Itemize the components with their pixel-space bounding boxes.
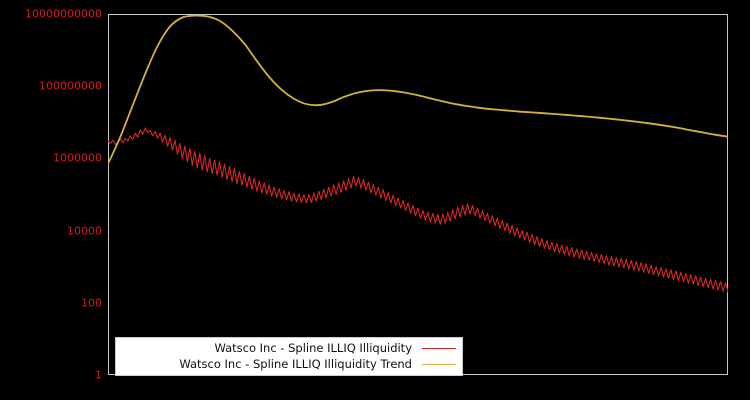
series-line	[108, 14, 728, 165]
y-axis-tick-label: 100	[81, 296, 102, 310]
legend-color-swatch	[422, 347, 456, 349]
legend-label: Watsco Inc - Spline ILLIQ Illiquidity Tr…	[179, 357, 412, 371]
series-layer	[108, 14, 728, 293]
y-axis-tick-label: 100000000	[39, 79, 102, 93]
legend-color-swatch	[422, 363, 456, 365]
legend-entry[interactable]: Watsco Inc - Spline ILLIQ Illiquidity Tr…	[122, 356, 456, 372]
y-axis-tick-label: 10000	[67, 224, 102, 238]
y-axis-tick-label: 1	[95, 368, 102, 382]
y-axis-tick-label: 1000000	[53, 151, 102, 165]
y-axis-tick-label: 10000000000	[25, 7, 102, 21]
series-line	[108, 127, 728, 293]
chart-legend[interactable]: Watsco Inc - Spline ILLIQ Illiquidity Wa…	[115, 337, 463, 376]
legend-entry[interactable]: Watsco Inc - Spline ILLIQ Illiquidity	[122, 340, 456, 356]
legend-label: Watsco Inc - Spline ILLIQ Illiquidity	[214, 341, 412, 355]
